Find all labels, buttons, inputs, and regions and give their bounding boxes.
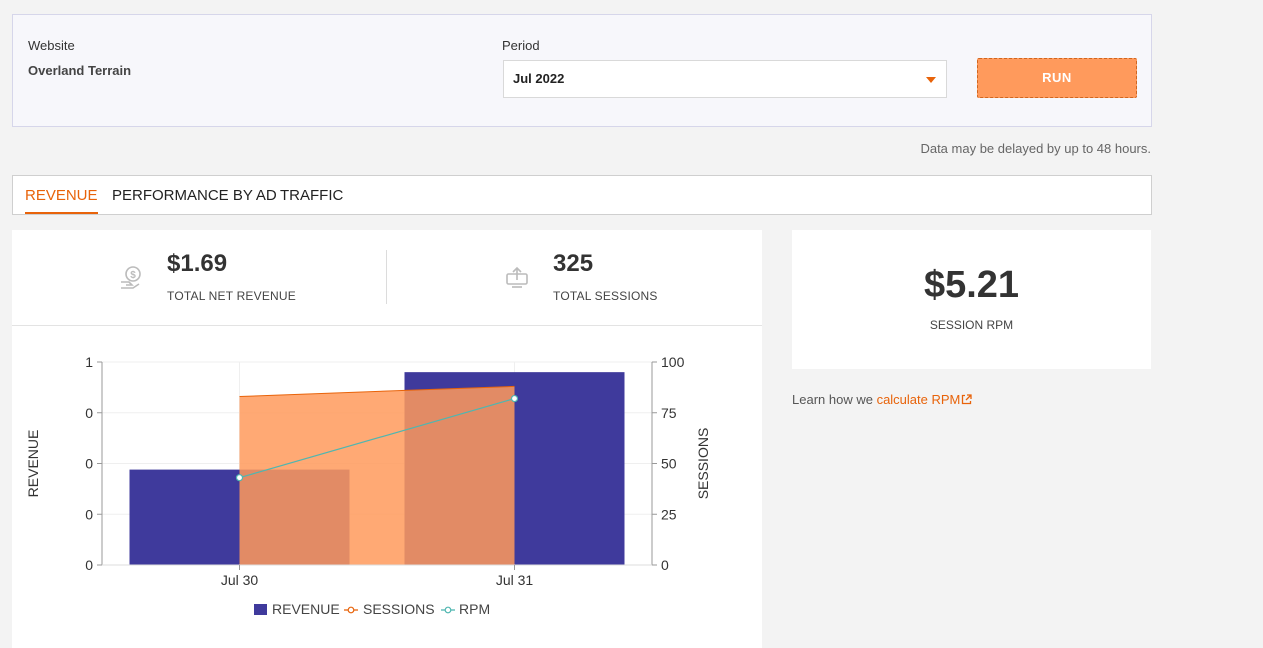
- learn-rpm-text: Learn how we calculate RPM: [792, 392, 973, 407]
- svg-text:$: $: [130, 270, 136, 281]
- calculate-rpm-link[interactable]: calculate RPM: [877, 392, 973, 407]
- period-label: Period: [502, 38, 540, 53]
- run-button[interactable]: RUN: [977, 58, 1137, 98]
- y-tick-label: 0: [85, 506, 93, 522]
- filter-panel: Website Overland Terrain Period Jul 2022…: [12, 14, 1152, 127]
- rpm-card: $5.21 SESSION RPM: [792, 230, 1151, 369]
- legend-revenue-label: REVENUE: [272, 601, 340, 617]
- stats-row: $ $1.69 TOTAL NET REVENUE 325 TOTAL SESS…: [12, 230, 762, 326]
- stat-divider: [386, 250, 387, 304]
- upload-monitor-icon: [505, 265, 529, 294]
- x-tick-label: Jul 30: [221, 572, 259, 588]
- delay-note: Data may be delayed by up to 48 hours.: [920, 141, 1151, 156]
- y2-tick-label: 25: [661, 506, 677, 522]
- revenue-card: $ $1.69 TOTAL NET REVENUE 325 TOTAL SESS…: [12, 230, 762, 648]
- chevron-down-icon[interactable]: [926, 77, 936, 83]
- y-tick-label: 0: [85, 557, 93, 573]
- period-value: Jul 2022: [513, 71, 565, 86]
- rpm-point-1: [235, 474, 244, 482]
- rpm-line: [239, 397, 515, 479]
- total-sessions-label: TOTAL SESSIONS: [553, 289, 658, 303]
- y2-tick-label: 75: [661, 405, 677, 421]
- legend-rpm-marker: [444, 606, 452, 614]
- external-link-icon: [960, 392, 973, 407]
- legend-sessions-label: SESSIONS: [363, 601, 435, 617]
- rpm-point-2: [510, 394, 519, 403]
- session-rpm-label: SESSION RPM: [929, 318, 1014, 332]
- x-tick-label: Jul 31: [496, 572, 534, 588]
- y-tick-label: 0: [85, 405, 93, 421]
- tab-performance-by-ad[interactable]: PERFORMANCE BY AD: [112, 187, 277, 204]
- y2-tick-label: 0: [661, 557, 669, 573]
- tab-traffic[interactable]: TRAFFIC: [280, 187, 344, 204]
- website-label: Website: [28, 38, 75, 53]
- legend-revenue-swatch: [254, 604, 267, 615]
- y-tick-label: 0: [85, 456, 93, 472]
- tab-revenue[interactable]: REVENUE: [25, 176, 98, 214]
- calculate-rpm-link-label: calculate RPM: [876, 392, 961, 407]
- y-axis-title: REVENUE: [25, 430, 41, 498]
- tab-bar: REVENUE PERFORMANCE BY AD TRAFFIC: [12, 175, 1152, 215]
- session-rpm-value: $5.21: [923, 264, 1020, 306]
- total-net-revenue-value: $1.69: [167, 250, 228, 277]
- website-value: Overland Terrain: [28, 63, 132, 78]
- y2-axis-title: SESSIONS: [695, 428, 711, 500]
- money-exchange-icon: $: [118, 264, 144, 295]
- sessions-area: [239, 386, 515, 565]
- total-sessions-value: 325: [553, 250, 594, 277]
- learn-prefix: Learn how we: [792, 392, 877, 407]
- y-tick-label: 1: [85, 354, 93, 370]
- y2-tick-label: 50: [661, 456, 677, 472]
- sessions-line: [239, 385, 515, 398]
- legend-rpm-label: RPM: [459, 601, 490, 617]
- period-select[interactable]: Jul 2022: [503, 60, 947, 98]
- legend-sessions-marker: [347, 606, 355, 614]
- y2-tick-label: 100: [661, 354, 685, 370]
- total-net-revenue-label: TOTAL NET REVENUE: [167, 289, 296, 303]
